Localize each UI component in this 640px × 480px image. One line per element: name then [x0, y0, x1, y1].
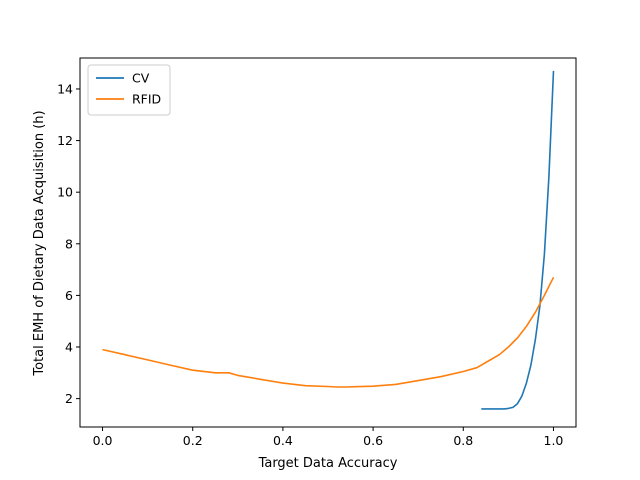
legend: CV RFID: [87, 64, 171, 116]
plot-area: [79, 57, 577, 428]
y-axis-ticks: 2 4 6 8 10 12 14: [57, 81, 80, 406]
y-tick-label: 14: [57, 81, 73, 96]
x-axis-label: Target Data Accuracy: [258, 456, 398, 471]
y-tick-label: 4: [65, 340, 73, 355]
x-tick-label: 1.0: [544, 433, 564, 448]
y-tick-label: 8: [65, 236, 73, 251]
series-line-rfid: [102, 276, 555, 388]
x-tick-label: 0.4: [273, 433, 293, 448]
x-tick-label: 0.0: [93, 433, 113, 448]
y-tick-label: 2: [65, 391, 73, 406]
y-tick-label: 10: [57, 185, 73, 200]
x-tick-label: 0.2: [183, 433, 203, 448]
series-layer: [102, 70, 555, 410]
y-axis-label: Total EMH of Dietary Data Acquisition (h…: [32, 110, 47, 376]
legend-frame: [87, 64, 171, 116]
x-tick-label: 0.8: [453, 433, 473, 448]
x-tick-label: 0.6: [363, 433, 383, 448]
y-tick-label: 6: [65, 288, 73, 303]
y-tick-label: 12: [57, 133, 73, 148]
legend-label-cv: CV: [132, 71, 150, 86]
series-line-cv: [481, 70, 555, 410]
x-axis-ticks: 0.0 0.2 0.4 0.6 0.8 1.0: [93, 427, 564, 448]
legend-label-rfid: RFID: [132, 92, 161, 107]
